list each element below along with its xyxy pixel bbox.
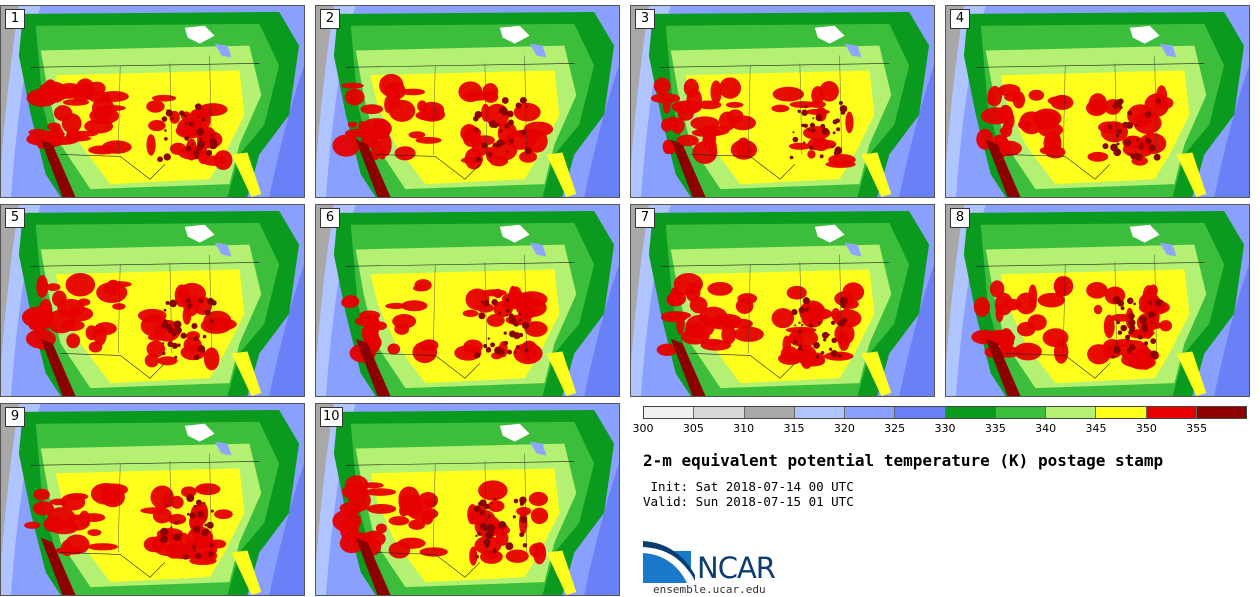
map-field bbox=[316, 6, 619, 197]
colorbar-tick-label: 355 bbox=[1186, 422, 1208, 435]
stamp-panel-2[interactable]: 2 bbox=[315, 5, 620, 198]
colorbar-tick-label: 335 bbox=[984, 422, 1006, 435]
ncar-logo-icon bbox=[643, 541, 695, 583]
stamp-panel-10[interactable]: 10 bbox=[315, 403, 620, 596]
map-field bbox=[946, 205, 1249, 396]
colorbar-tick-label: 310 bbox=[733, 422, 755, 435]
colorbar-swatch bbox=[744, 407, 795, 418]
colorbar-swatch bbox=[1146, 407, 1197, 418]
colorbar-tick-label: 340 bbox=[1035, 422, 1057, 435]
map-field bbox=[631, 205, 934, 396]
colorbar-tick-label: 320 bbox=[833, 422, 855, 435]
colorbar-tick-label: 315 bbox=[783, 422, 805, 435]
colorbar-tick-label: 325 bbox=[884, 422, 906, 435]
map-field bbox=[316, 205, 619, 396]
colorbar-swatch bbox=[794, 407, 845, 418]
map-field bbox=[1, 205, 304, 396]
colorbar-tick-label: 345 bbox=[1085, 422, 1107, 435]
colorbar-swatch bbox=[1046, 407, 1097, 418]
stamp-number-label: 7 bbox=[635, 208, 655, 228]
colorbar bbox=[643, 406, 1247, 419]
stamp-number-label: 1 bbox=[5, 9, 25, 29]
map-field bbox=[1, 6, 304, 197]
colorbar-swatch bbox=[1096, 407, 1147, 418]
colorbar-swatch bbox=[644, 407, 695, 418]
stamp-number-label: 6 bbox=[320, 208, 340, 228]
stamp-panel-4[interactable]: 4 bbox=[945, 5, 1250, 198]
colorbar-swatch bbox=[1196, 407, 1246, 418]
colorbar-tick-label: 300 bbox=[632, 422, 654, 435]
stamp-panel-6[interactable]: 6 bbox=[315, 204, 620, 397]
valid-time: Valid: Sun 2018-07-15 01 UTC bbox=[643, 494, 854, 509]
map-field bbox=[631, 6, 934, 197]
colorbar-swatch bbox=[694, 407, 745, 418]
stamp-panel-8[interactable]: 8 bbox=[945, 204, 1250, 397]
colorbar-tick-label: 305 bbox=[682, 422, 704, 435]
stamp-panel-9[interactable]: 9 bbox=[0, 403, 305, 596]
stamp-panel-3[interactable]: 3 bbox=[630, 5, 935, 198]
colorbar-swatch bbox=[845, 407, 896, 418]
map-field bbox=[946, 6, 1249, 197]
stamp-panel-1[interactable]: 1 bbox=[0, 5, 305, 198]
colorbar-tick-label: 350 bbox=[1135, 422, 1157, 435]
map-field bbox=[1, 404, 304, 595]
chart-title: 2-m equivalent potential temperature (K)… bbox=[643, 451, 1164, 470]
site-url: ensemble.ucar.edu bbox=[653, 583, 766, 596]
stamp-number-label: 2 bbox=[320, 9, 340, 29]
map-field bbox=[316, 404, 619, 595]
stamp-panel-5[interactable]: 5 bbox=[0, 204, 305, 397]
logo-text: NCAR bbox=[697, 551, 776, 585]
colorbar-swatch bbox=[895, 407, 946, 418]
init-time: Init: Sat 2018-07-14 00 UTC bbox=[643, 479, 854, 494]
stamp-number-label: 3 bbox=[635, 9, 655, 29]
stamp-number-label: 4 bbox=[950, 9, 970, 29]
stamp-number-label: 10 bbox=[320, 407, 343, 427]
stamp-number-label: 9 bbox=[5, 407, 25, 427]
stamp-number-label: 8 bbox=[950, 208, 970, 228]
colorbar-swatch bbox=[945, 407, 996, 418]
colorbar-tick-label: 330 bbox=[934, 422, 956, 435]
stamp-number-label: 5 bbox=[5, 208, 25, 228]
colorbar-swatch bbox=[995, 407, 1046, 418]
colorbar-ticks: 300 305 310 315 320 325 330 335 340 345 350 355 bbox=[633, 422, 1247, 438]
stamp-panel-7[interactable]: 7 bbox=[630, 204, 935, 397]
